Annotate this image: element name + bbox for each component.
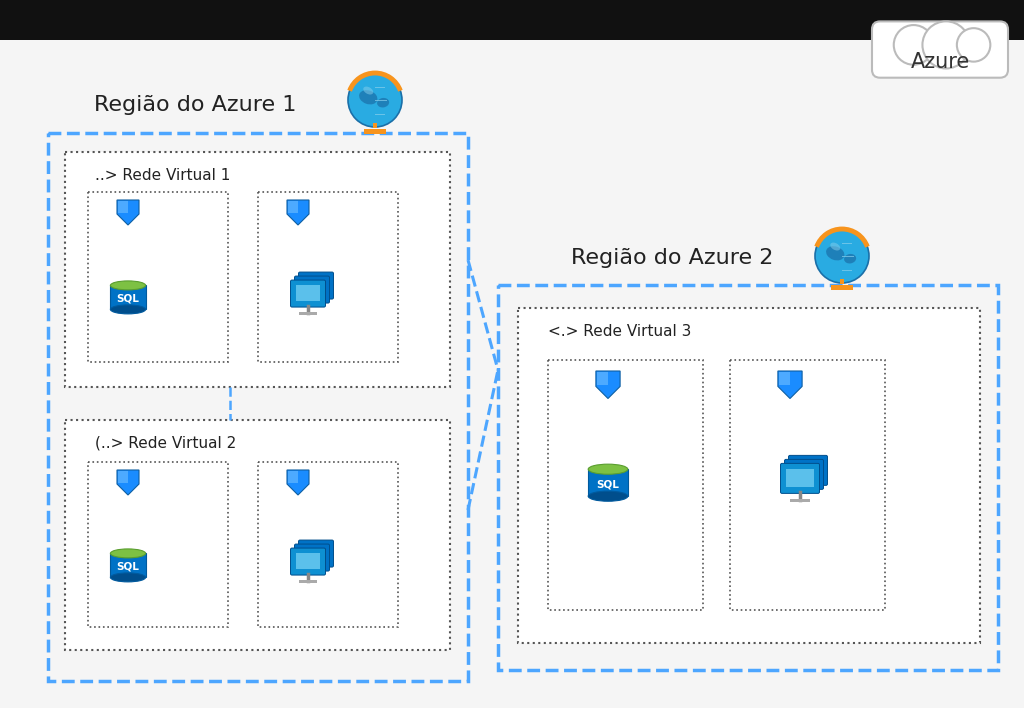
Circle shape xyxy=(923,21,970,69)
Bar xyxy=(300,281,325,297)
Ellipse shape xyxy=(826,246,845,261)
Bar xyxy=(588,469,628,496)
FancyBboxPatch shape xyxy=(784,459,823,489)
Bar xyxy=(65,420,450,650)
FancyBboxPatch shape xyxy=(299,272,334,299)
Bar xyxy=(548,360,703,610)
Bar xyxy=(304,278,328,293)
Text: SQL: SQL xyxy=(117,294,139,304)
Bar xyxy=(795,461,821,479)
Bar xyxy=(258,462,398,627)
Text: (..> Rede Virtual 2: (..> Rede Virtual 2 xyxy=(95,435,237,450)
FancyBboxPatch shape xyxy=(788,455,827,486)
Ellipse shape xyxy=(111,305,145,314)
Text: ..> Rede Virtual 1: ..> Rede Virtual 1 xyxy=(95,168,230,183)
Bar xyxy=(373,123,377,128)
Bar xyxy=(111,285,145,309)
Polygon shape xyxy=(287,470,309,495)
Polygon shape xyxy=(118,471,128,483)
Polygon shape xyxy=(779,372,790,385)
FancyBboxPatch shape xyxy=(295,276,330,303)
Bar xyxy=(0,0,1024,40)
Ellipse shape xyxy=(364,86,373,95)
FancyBboxPatch shape xyxy=(291,548,326,575)
Text: SQL: SQL xyxy=(597,479,620,489)
Polygon shape xyxy=(118,201,128,213)
Bar xyxy=(790,498,810,502)
Bar xyxy=(88,192,228,362)
Polygon shape xyxy=(288,201,298,213)
Ellipse shape xyxy=(359,90,378,104)
Ellipse shape xyxy=(111,281,145,290)
Bar xyxy=(831,285,853,290)
Circle shape xyxy=(815,229,869,283)
Text: <.> Rede Virtual 3: <.> Rede Virtual 3 xyxy=(548,324,691,340)
Ellipse shape xyxy=(377,98,389,108)
Bar xyxy=(299,580,317,583)
Polygon shape xyxy=(117,470,139,495)
Bar xyxy=(111,554,145,578)
Bar xyxy=(365,129,386,134)
Polygon shape xyxy=(597,372,607,385)
Bar xyxy=(299,312,317,315)
Bar xyxy=(296,285,321,302)
Circle shape xyxy=(348,73,402,127)
Polygon shape xyxy=(596,371,621,399)
Bar xyxy=(786,469,814,487)
Ellipse shape xyxy=(111,549,145,558)
Text: SQL: SQL xyxy=(117,562,139,572)
Circle shape xyxy=(894,25,934,64)
Bar xyxy=(296,554,321,569)
Bar xyxy=(791,465,818,483)
Bar xyxy=(730,360,885,610)
Bar xyxy=(304,545,328,561)
Bar xyxy=(258,192,398,362)
Bar xyxy=(65,152,450,387)
Ellipse shape xyxy=(588,491,628,501)
Polygon shape xyxy=(288,471,298,483)
FancyBboxPatch shape xyxy=(299,540,334,567)
Text: Azure: Azure xyxy=(910,52,970,72)
Bar xyxy=(300,549,325,566)
FancyBboxPatch shape xyxy=(872,21,1008,78)
Ellipse shape xyxy=(830,243,841,251)
Bar xyxy=(840,279,844,285)
Bar xyxy=(518,308,980,643)
Circle shape xyxy=(956,28,990,62)
Ellipse shape xyxy=(111,573,145,582)
Bar xyxy=(88,462,228,627)
Polygon shape xyxy=(287,200,309,225)
FancyBboxPatch shape xyxy=(780,463,819,493)
Ellipse shape xyxy=(844,254,856,263)
Bar xyxy=(48,133,468,681)
FancyBboxPatch shape xyxy=(291,280,326,307)
Ellipse shape xyxy=(588,464,628,474)
Bar xyxy=(498,285,998,670)
Polygon shape xyxy=(778,371,802,399)
Text: Região do Azure 2: Região do Azure 2 xyxy=(570,248,773,268)
FancyBboxPatch shape xyxy=(295,544,330,571)
Polygon shape xyxy=(117,200,139,225)
Text: Região do Azure 1: Região do Azure 1 xyxy=(94,95,296,115)
